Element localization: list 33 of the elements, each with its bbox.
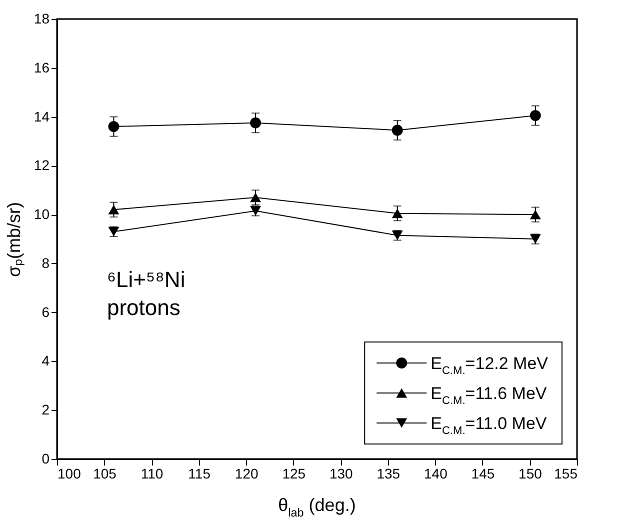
annotation: protons <box>107 295 180 320</box>
x-tick-label: 140 <box>424 466 448 482</box>
x-tick-label: 100 <box>58 466 82 482</box>
point <box>392 208 403 218</box>
x-tick-label: 130 <box>329 466 354 482</box>
x-tick-label: 110 <box>140 466 164 482</box>
x-tick-label: 145 <box>471 466 495 482</box>
y-tick-label: 2 <box>42 402 50 418</box>
point <box>108 204 120 214</box>
y-tick-label: 8 <box>42 254 50 271</box>
x-tick-label: 155 <box>554 466 578 482</box>
point <box>250 192 262 202</box>
y-tick-label: 12 <box>34 157 50 174</box>
x-tick-label: 115 <box>188 466 211 482</box>
point <box>250 117 262 128</box>
x-tick-label: 105 <box>93 466 117 482</box>
x-tick-label: 125 <box>282 466 306 482</box>
point <box>530 110 541 122</box>
y-axis-title: σₚ(mb/sr) <box>4 202 25 278</box>
x-tick-label: 135 <box>376 466 400 482</box>
y-tick-label: 18 <box>34 10 50 26</box>
y-tick-label: 4 <box>42 352 50 369</box>
y-tick-label: 14 <box>34 108 50 124</box>
x-tick-label: 120 <box>234 466 258 482</box>
y-tick-label: 6 <box>42 304 50 320</box>
point <box>530 210 541 220</box>
y-tick-label: 0 <box>42 450 50 466</box>
x-tick-label: 150 <box>518 466 542 482</box>
annotation: ⁶Li+⁵⁸Ni <box>107 267 186 292</box>
point <box>392 124 403 136</box>
y-tick-label: 16 <box>34 59 50 76</box>
y-tick-label: 10 <box>34 206 50 222</box>
point <box>108 121 120 132</box>
